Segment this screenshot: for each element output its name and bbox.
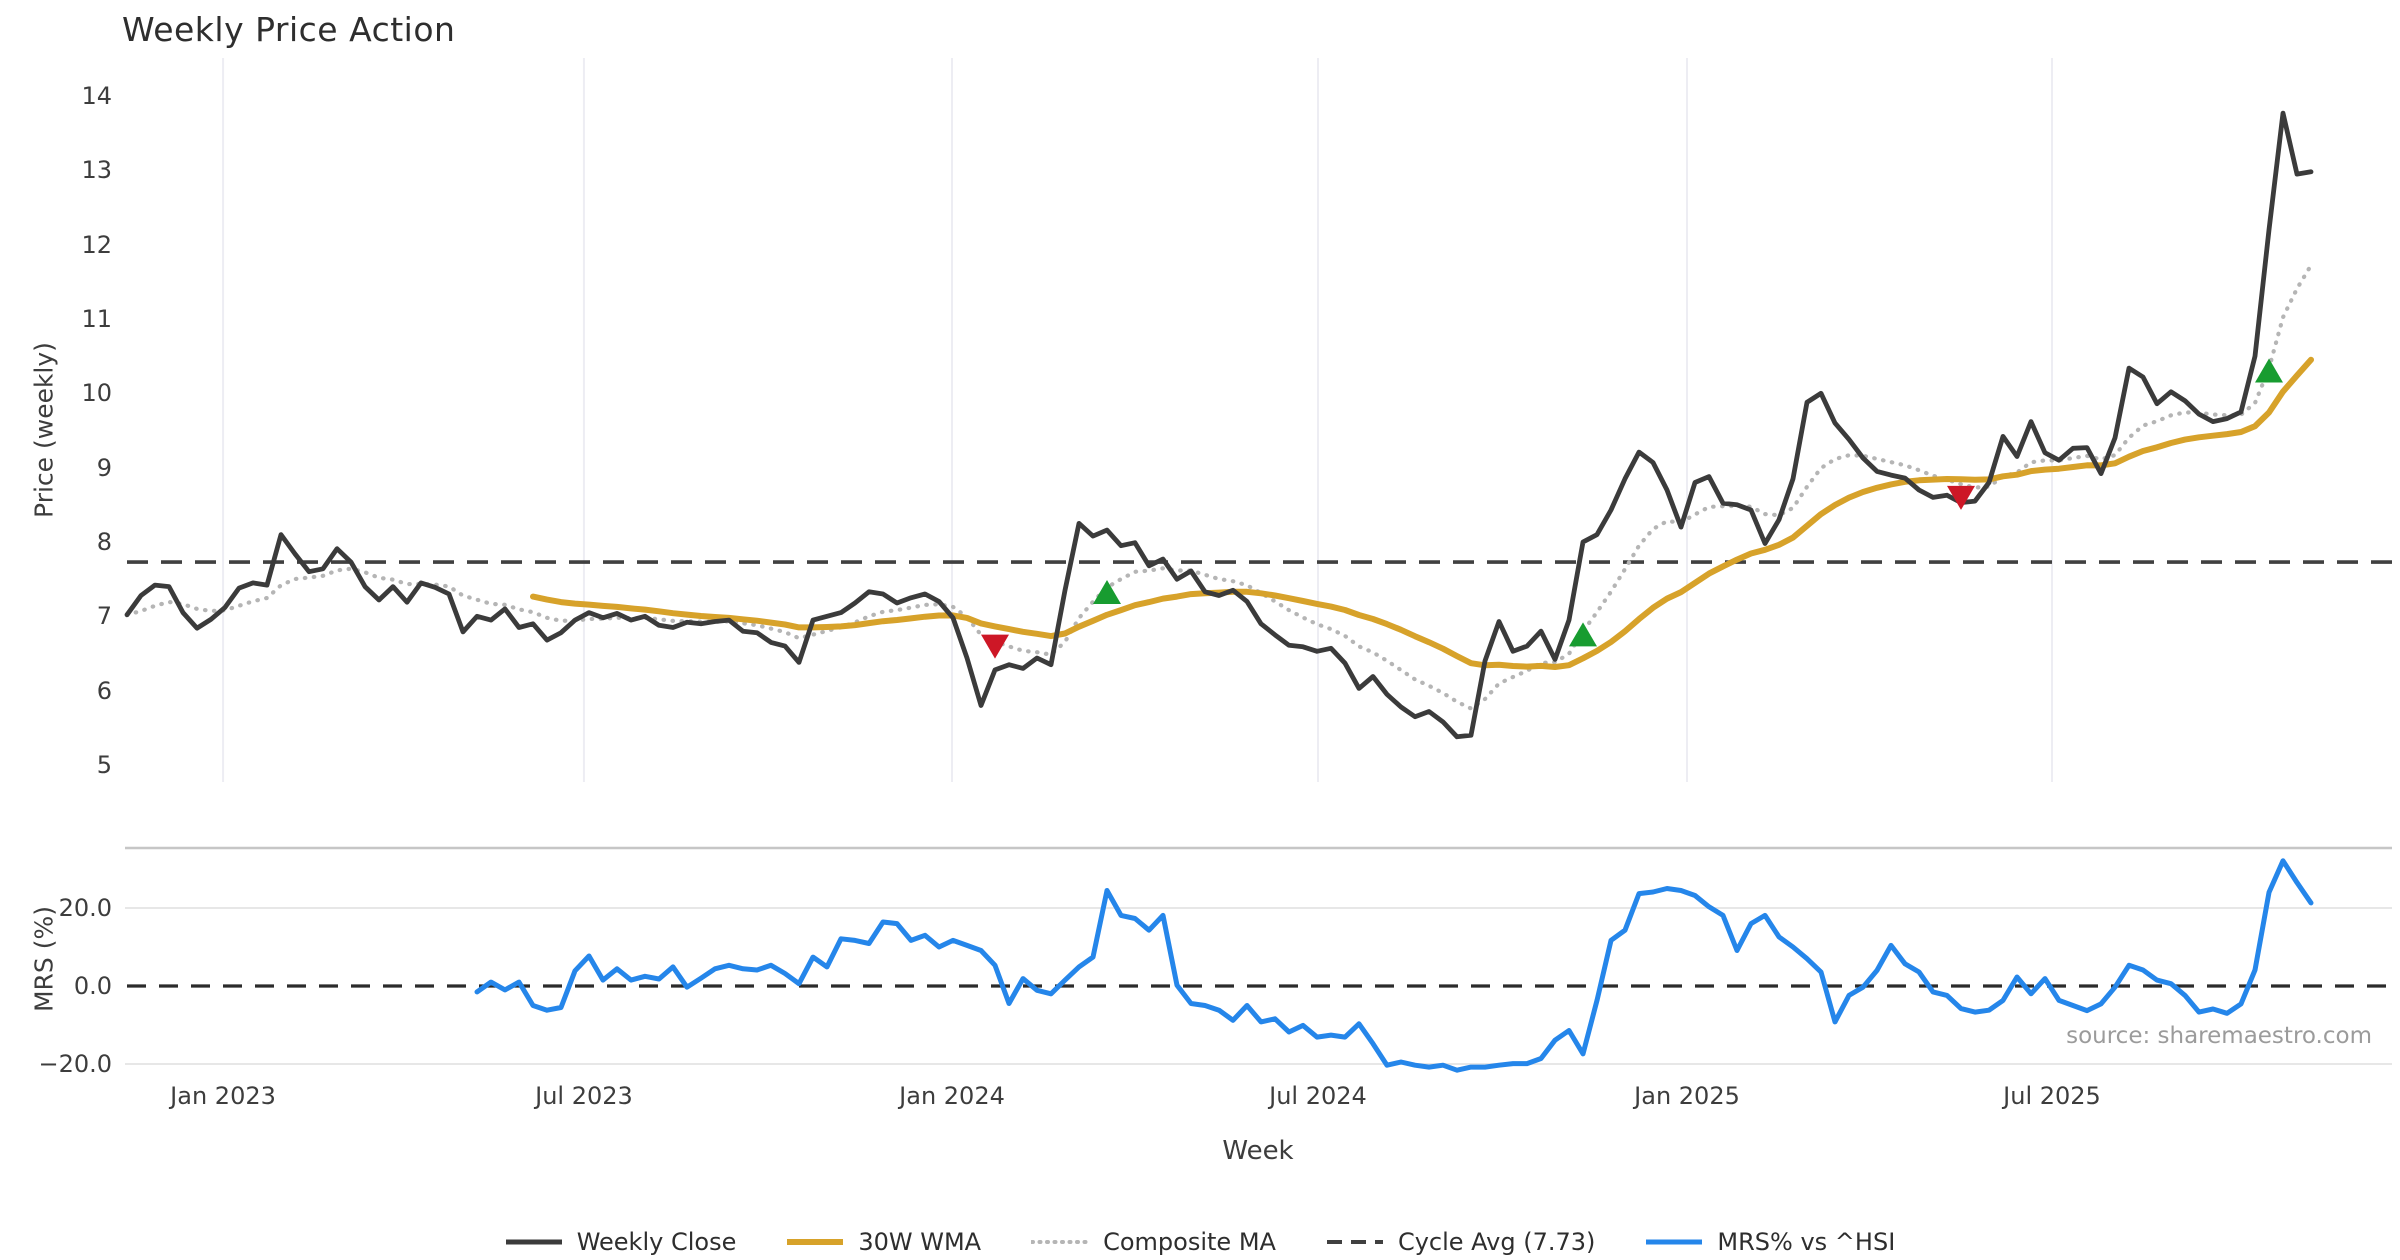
- legend-label: Composite MA: [1103, 1228, 1276, 1256]
- legend-label: Weekly Close: [576, 1228, 737, 1256]
- mrs-ytick: 20.0: [58, 894, 112, 922]
- price-ytick: 5: [96, 751, 112, 779]
- price-ytick: 10: [81, 379, 112, 408]
- xtick-label: Jan 2025: [1634, 1082, 1740, 1110]
- legend-swatch-solid: [787, 1239, 844, 1245]
- price-ytick: 12: [81, 230, 112, 259]
- legend-swatch-dashed: [1326, 1240, 1383, 1244]
- chart-title: Weekly Price Action: [122, 10, 456, 49]
- legend-swatch-solid: [1646, 1239, 1703, 1245]
- buy-marker: [2255, 358, 2283, 383]
- legend-item: Composite MA: [1031, 1228, 1276, 1256]
- legend-swatch-solid: [505, 1239, 562, 1245]
- price-ytick: 6: [96, 676, 112, 705]
- xtick-label: Jan 2023: [170, 1082, 276, 1110]
- price-ytick: 8: [96, 528, 112, 556]
- mrs-ytick: −20.0: [38, 1050, 112, 1078]
- legend: Weekly Close 30W WMA Composite MA Cycle …: [0, 1228, 2400, 1256]
- weekly-close-line: [124, 110, 2314, 740]
- xtick-label: Jul 2024: [1269, 1082, 1367, 1110]
- legend-item: Cycle Avg (7.73): [1326, 1228, 1595, 1256]
- mrs-ytick: 0.0: [73, 972, 112, 1000]
- buy-marker: [1093, 580, 1121, 605]
- legend-item: Weekly Close: [505, 1228, 737, 1256]
- price-ytick: 7: [96, 602, 112, 631]
- xtick-label: Jan 2024: [899, 1082, 1005, 1110]
- legend-item: MRS% vs ^HSI: [1645, 1228, 1895, 1256]
- xtick-label: Jul 2023: [535, 1082, 633, 1110]
- price-ytick: 11: [81, 305, 112, 333]
- sell-marker: [981, 634, 1009, 659]
- price-ytick: 9: [96, 453, 112, 482]
- price-ytick: 14: [81, 82, 112, 110]
- legend-label: MRS% vs ^HSI: [1717, 1228, 1896, 1256]
- xtick-label: Jul 2025: [2003, 1082, 2101, 1110]
- legend-swatch-dotted: [1031, 1240, 1090, 1244]
- sell-marker: [1947, 485, 1975, 510]
- legend-label: Cycle Avg (7.73): [1397, 1228, 1596, 1256]
- mrs-line: [474, 858, 2314, 1073]
- legend-item: 30W WMA: [786, 1228, 981, 1256]
- buy-marker: [1569, 622, 1597, 647]
- source-note: source: sharemaestro.com: [2066, 1023, 2372, 1049]
- wma-line: [530, 356, 2314, 670]
- price-ytick: 13: [81, 156, 112, 185]
- legend-label: 30W WMA: [858, 1228, 982, 1256]
- x-axis-label: Week: [1222, 1136, 1294, 1166]
